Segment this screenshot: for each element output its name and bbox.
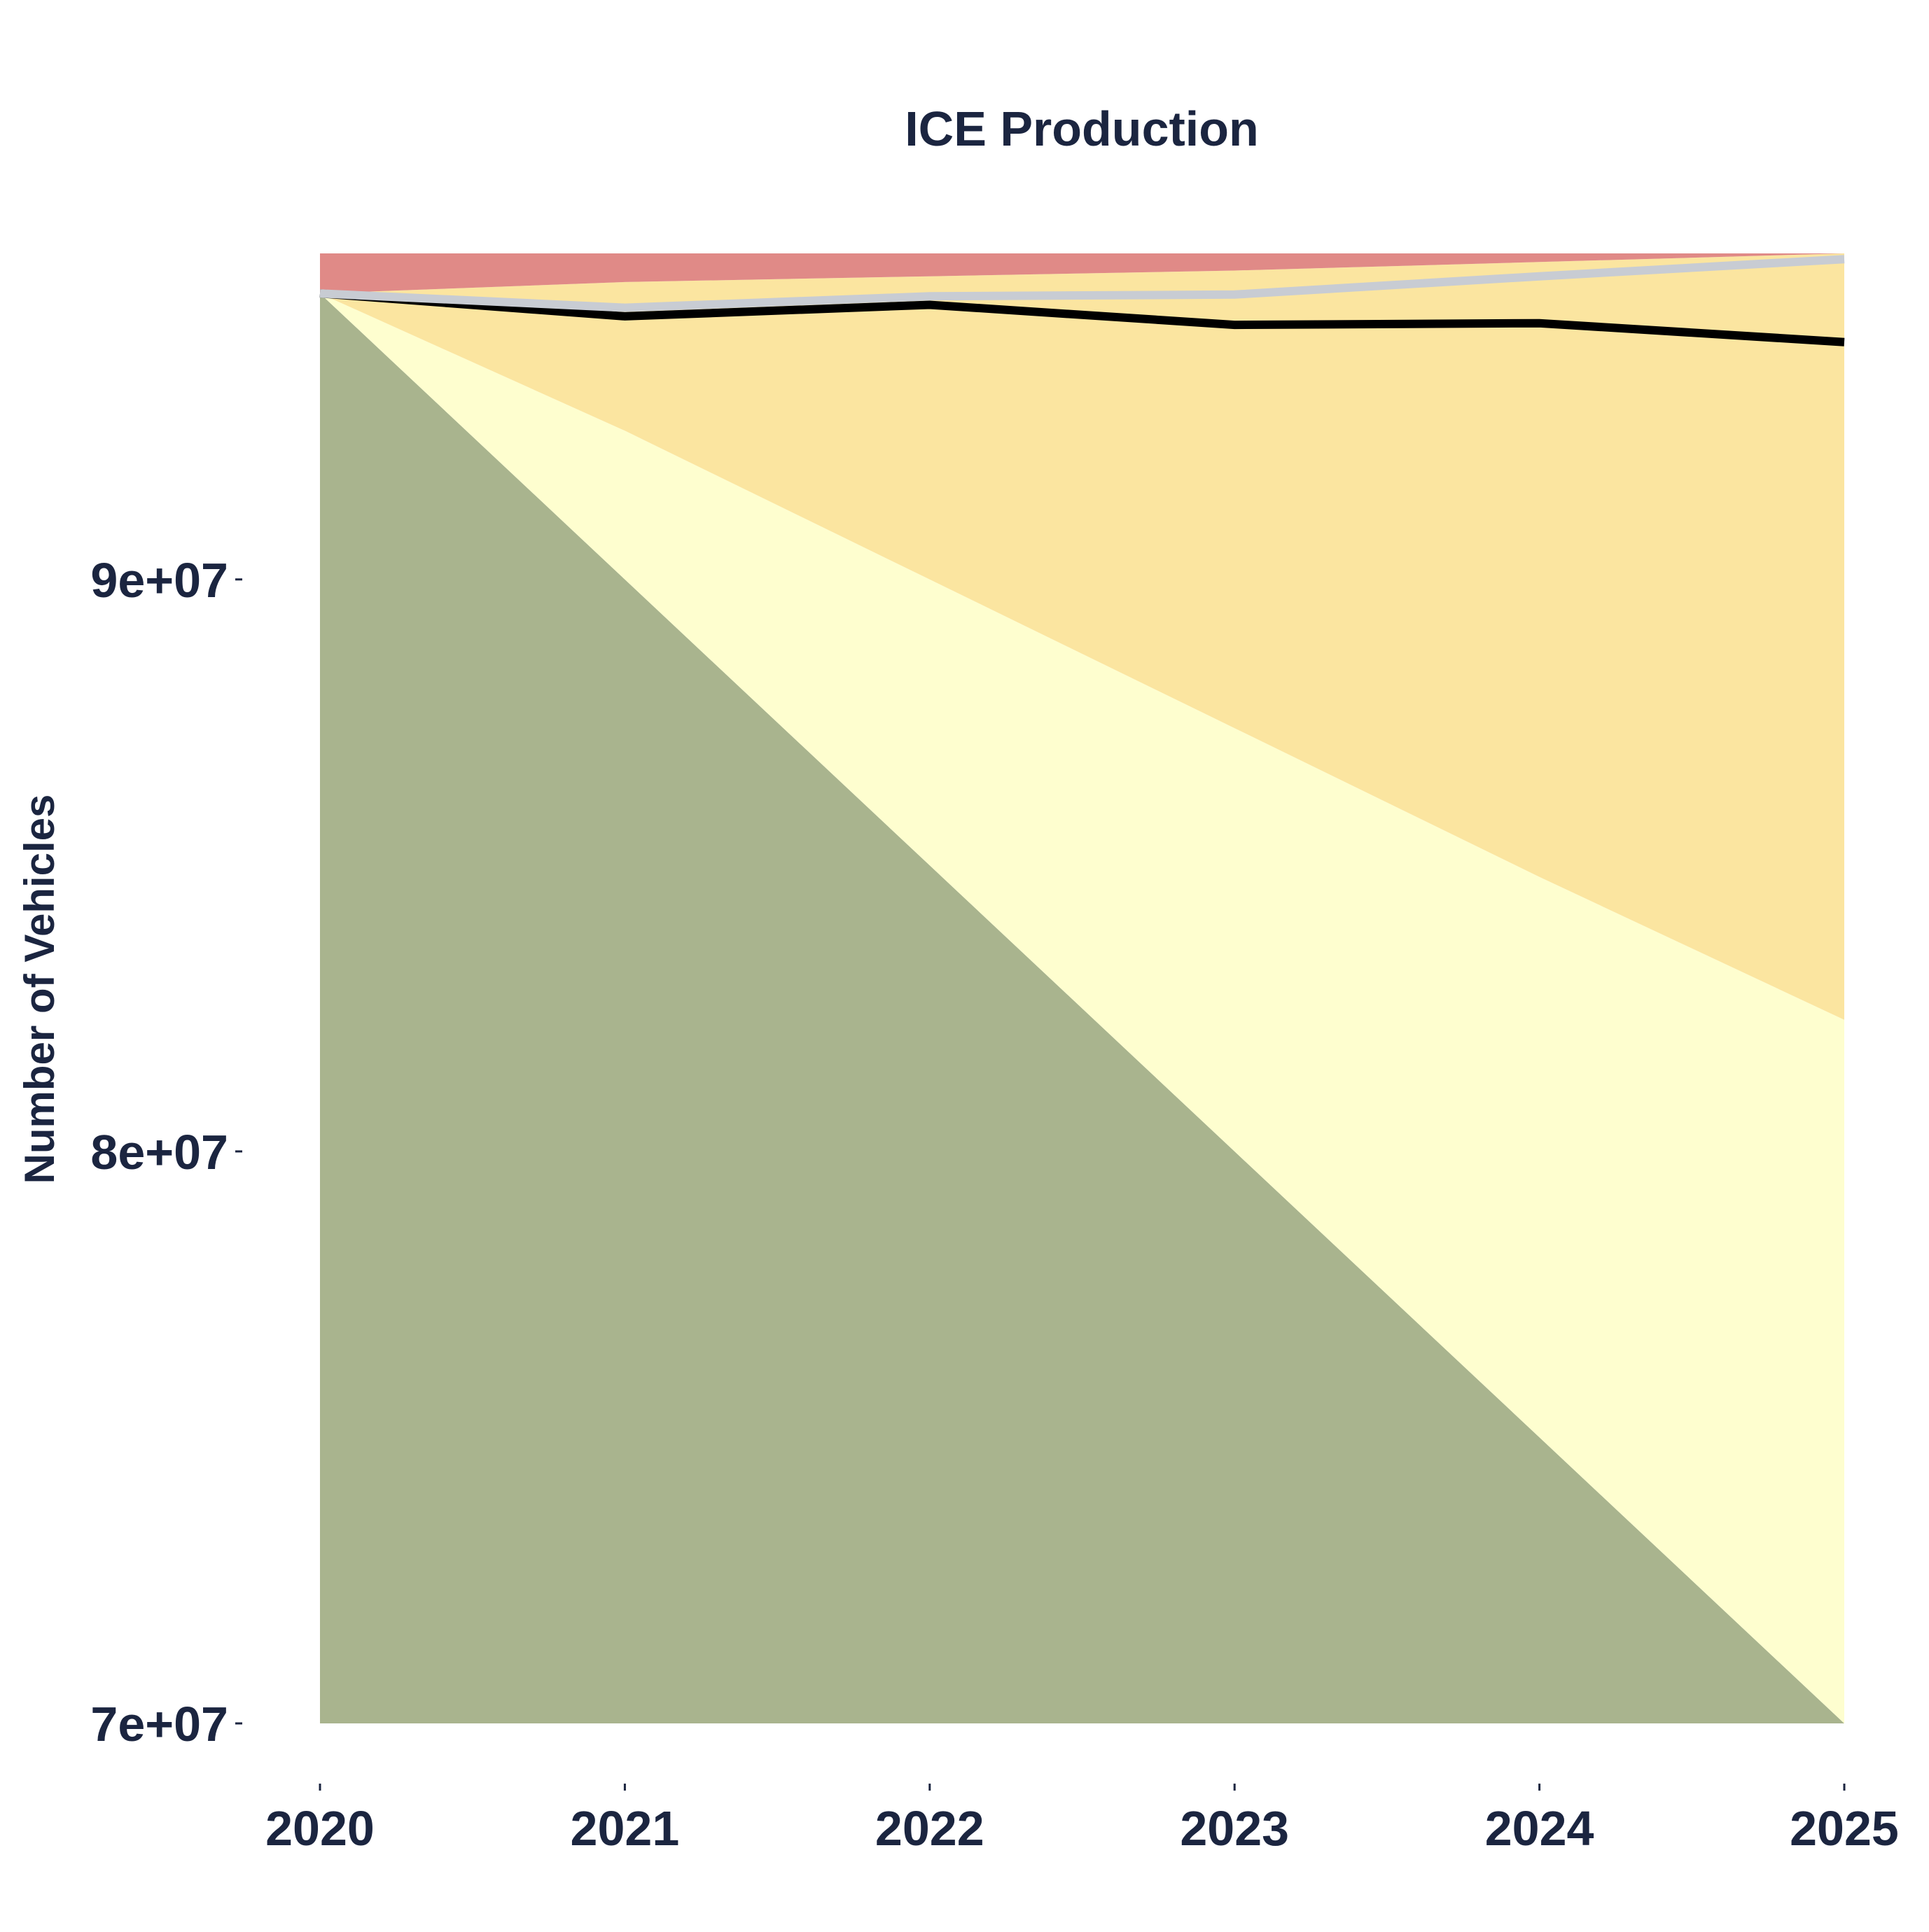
stacked-areas — [320, 253, 1844, 1724]
x-tick-label: 2024 — [1485, 1801, 1594, 1856]
x-tick-label: 2025 — [1790, 1801, 1899, 1856]
area-band-1 — [320, 293, 1844, 1724]
y-tick-label: 8e+07 — [90, 1125, 228, 1180]
x-tick-label: 2020 — [265, 1801, 375, 1856]
chart-title: ICE Production — [905, 102, 1259, 156]
x-tick-label: 2023 — [1180, 1801, 1289, 1856]
x-tick-label: 2022 — [875, 1801, 984, 1856]
area-band-4 — [320, 253, 1844, 294]
y-tick-label: 9e+07 — [90, 553, 228, 608]
y-tick-label: 7e+07 — [90, 1697, 228, 1751]
series-lines — [319, 255, 1845, 346]
axes: 7e+07 8e+07 9e+07 2020 2021 2022 2023 2024 2025 — [90, 553, 1898, 1856]
y-axis-label: Number of Vehicles — [16, 794, 63, 1184]
x-tick-label: 2021 — [571, 1801, 680, 1856]
area-band-2 — [320, 293, 1844, 1724]
series-line-1 — [319, 289, 1845, 346]
series-line-2 — [319, 255, 1845, 312]
area-band-3 — [320, 253, 1844, 1020]
